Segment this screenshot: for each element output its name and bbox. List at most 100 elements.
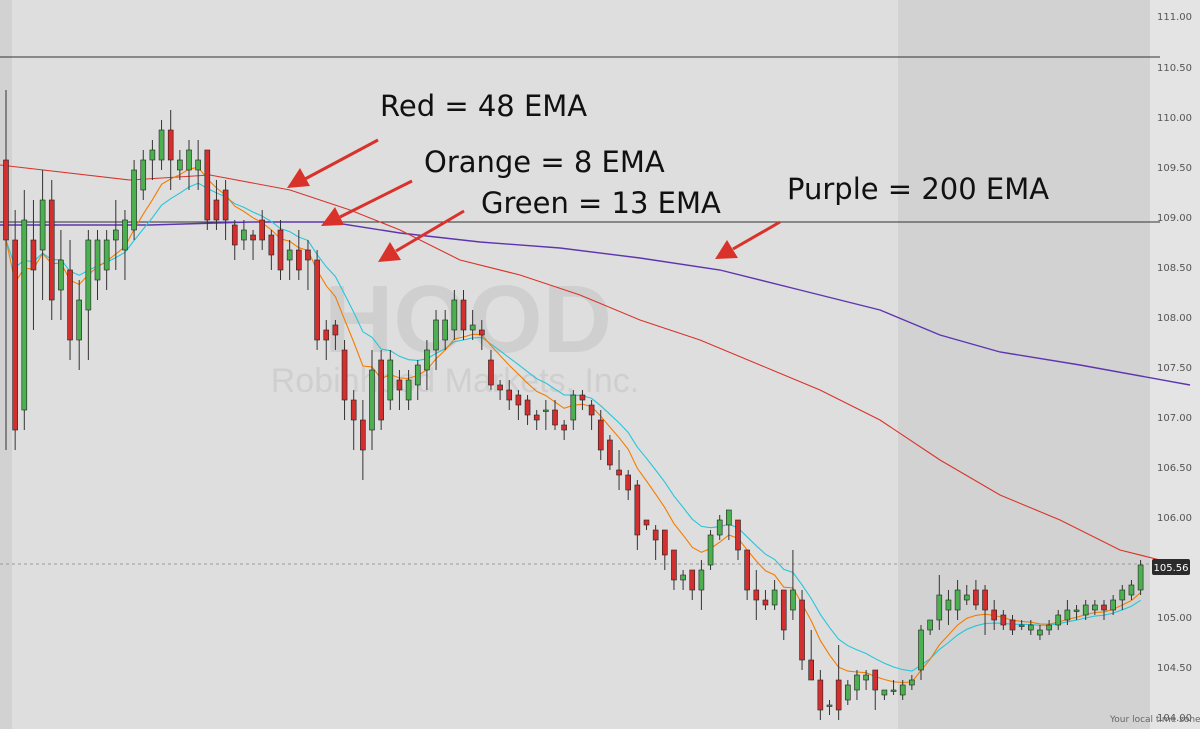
- candle: [909, 675, 915, 690]
- candle-body-down: [231, 224, 238, 246]
- candle-body-up: [451, 299, 458, 331]
- candle-body-down: [799, 599, 805, 661]
- candle-body-down: [277, 229, 284, 271]
- candle: [543, 400, 549, 430]
- candle-body-down: [268, 234, 275, 256]
- annotation-red-48-ema: Red = 48 EMA: [380, 89, 587, 123]
- candle-body-up: [58, 259, 64, 291]
- candle-body-up: [442, 319, 449, 341]
- candle: [945, 590, 952, 625]
- candle-body-up: [131, 169, 137, 231]
- candle: [744, 549, 750, 600]
- candle: [433, 310, 439, 370]
- candle: [982, 585, 988, 635]
- annotation-arrow: [287, 138, 379, 188]
- candle-body-up: [954, 589, 961, 611]
- candle-body-up: [286, 249, 293, 261]
- candle-body-up: [1028, 624, 1034, 631]
- candle-body-up: [94, 239, 101, 281]
- candle-body-down: [533, 414, 540, 421]
- candle: [149, 140, 156, 180]
- candle: [332, 320, 339, 350]
- candle: [579, 390, 586, 410]
- candle-body-down: [579, 394, 586, 401]
- candle: [991, 600, 998, 630]
- candle-body-up: [854, 674, 860, 691]
- candle: [140, 150, 147, 200]
- candle: [671, 549, 677, 590]
- candle-body-down: [341, 349, 348, 401]
- candle: [533, 410, 540, 430]
- candle: [58, 230, 64, 320]
- timezone-footer: Your local time zone: [1109, 715, 1200, 725]
- candle: [85, 230, 92, 360]
- candle: [561, 420, 567, 440]
- candle-body-up: [863, 674, 869, 681]
- ema-48-line: [0, 164, 1161, 561]
- candle-body-up: [826, 704, 833, 707]
- candle: [698, 560, 705, 610]
- y-tick-label: 110.00: [1157, 113, 1192, 124]
- candle-body-up: [936, 594, 943, 621]
- candle: [689, 569, 696, 600]
- candle: [524, 395, 531, 425]
- candle-body-up: [726, 509, 732, 526]
- candle-body-up: [881, 689, 888, 696]
- candle: [872, 669, 879, 710]
- candle: [341, 340, 348, 420]
- candle: [167, 110, 174, 190]
- candle-body-down: [524, 399, 531, 416]
- candle: [1110, 595, 1116, 615]
- candle: [76, 280, 82, 370]
- candle-body-up: [1110, 599, 1116, 611]
- candle: [314, 250, 320, 350]
- candle: [652, 525, 659, 560]
- ema-200-line: [0, 221, 1191, 386]
- y-tick-label: 107.50: [1157, 363, 1192, 374]
- candle: [1092, 600, 1098, 615]
- candle-body-down: [552, 409, 558, 426]
- candle-body-up: [1064, 609, 1071, 621]
- candle-body-up: [707, 534, 714, 566]
- last-price-text: 105.56: [1154, 563, 1189, 574]
- candle-body-up: [963, 594, 970, 601]
- candle-body-up: [39, 199, 46, 251]
- candle-body-down: [1000, 614, 1007, 626]
- candle: [799, 590, 805, 670]
- annotation-arrow: [715, 220, 781, 259]
- y-tick-label: 110.50: [1157, 63, 1192, 74]
- candle-body-up: [844, 684, 851, 701]
- candle-body-up: [140, 159, 147, 191]
- candle: [881, 689, 888, 700]
- price-axis-panel: [1150, 0, 1200, 729]
- candle: [927, 619, 933, 635]
- y-tick-label: 104.00: [1157, 713, 1192, 724]
- company-watermark: Robinhood Markets, Inc.: [271, 362, 640, 400]
- candle-body-down: [661, 529, 668, 556]
- candle: [863, 670, 869, 690]
- candle: [1101, 600, 1107, 620]
- candle-body-up: [195, 159, 201, 171]
- candle-body-down: [396, 379, 403, 391]
- candle: [890, 680, 897, 695]
- candle-body-up: [771, 589, 778, 606]
- candle: [762, 590, 769, 610]
- candle: [1037, 625, 1043, 640]
- candle-body-down: [643, 519, 650, 526]
- candle: [625, 470, 632, 500]
- candle-body-down: [616, 469, 622, 476]
- candle: [186, 140, 192, 190]
- candle: [158, 120, 165, 170]
- candle-body-down: [671, 549, 677, 581]
- y-tick-label: 107.00: [1157, 413, 1192, 424]
- y-tick-label: 109.00: [1157, 213, 1192, 224]
- candle: [460, 290, 467, 340]
- candle-body-down: [305, 249, 311, 261]
- candle-body-down: [12, 239, 18, 431]
- annotation-green-13-ema: Green = 13 EMA: [481, 186, 721, 220]
- candle: [268, 230, 275, 270]
- candle: [954, 580, 961, 620]
- candle: [250, 230, 256, 260]
- candle-body-up: [113, 229, 119, 241]
- candle: [506, 380, 513, 410]
